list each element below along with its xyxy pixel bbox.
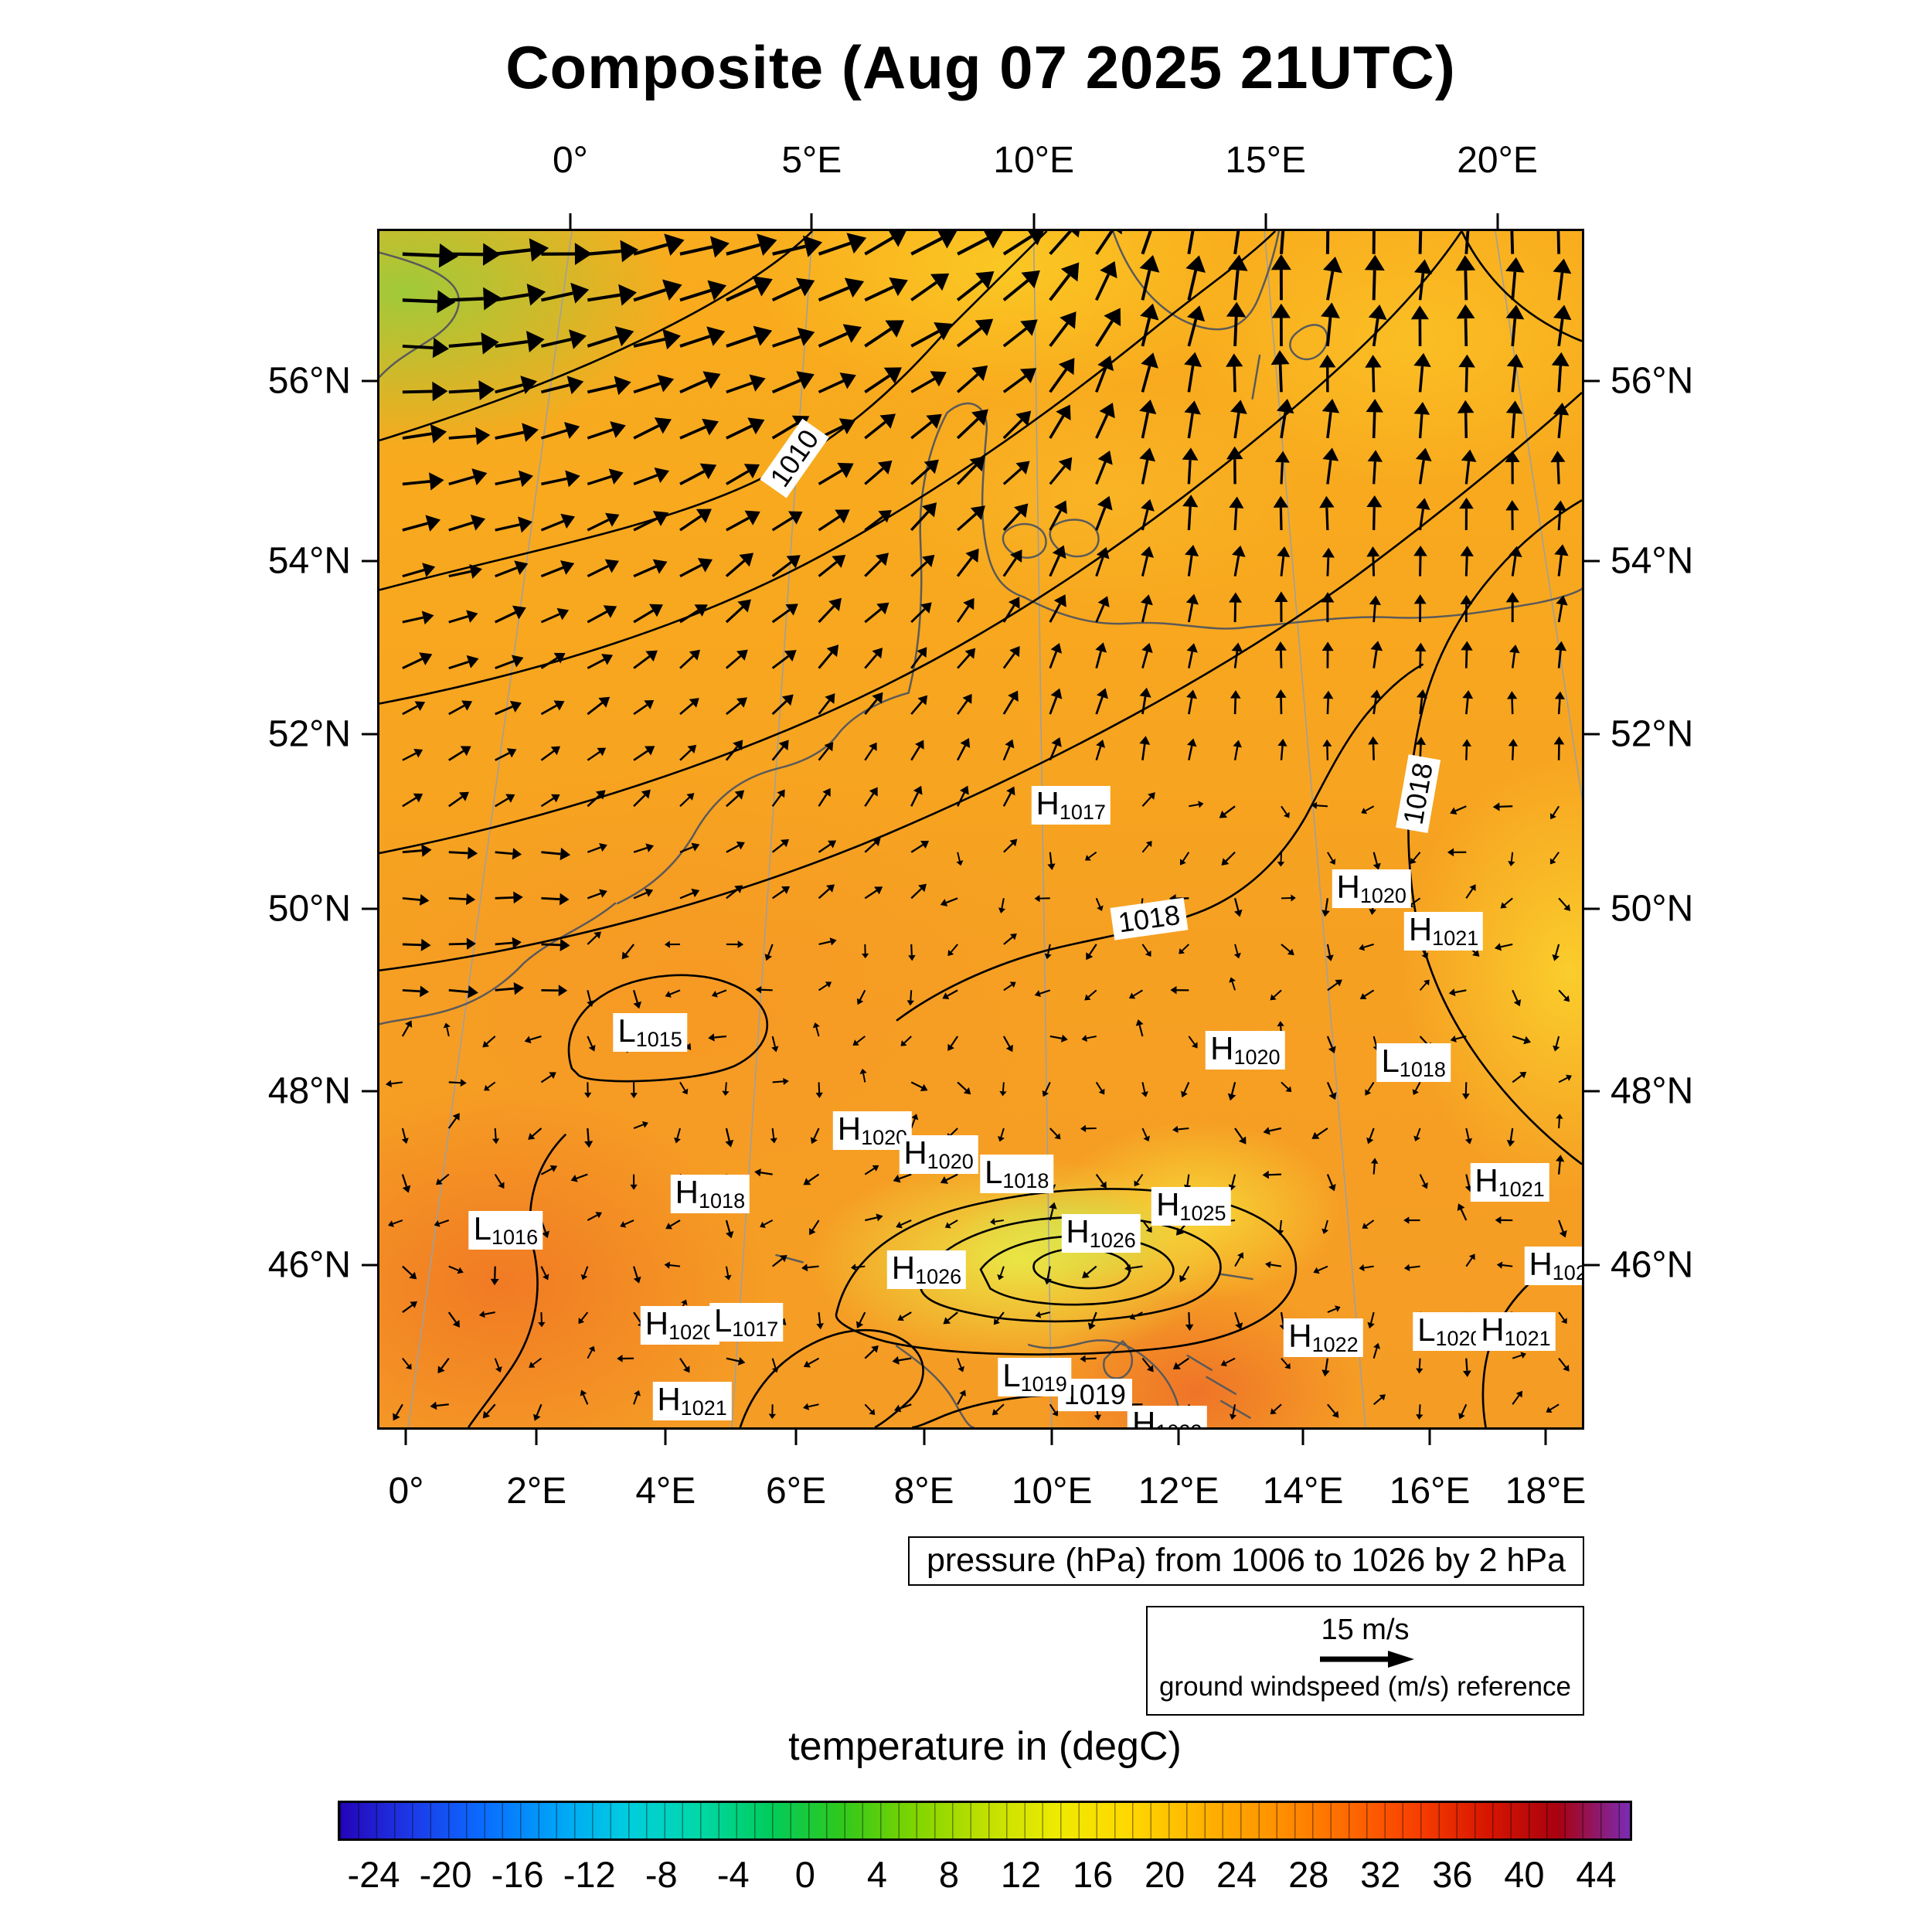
axis-label-lon-top: 5°E [781,140,842,181]
map-wrap: 1010 1018 1018 1019 H1017 H1020 H1021 L1015 H10… [268,140,1694,1512]
axis-tick-right [1584,560,1600,563]
colorbar-tick-labels: -24 -20 -16 -12 -8 -4 0 4 8 12 16 20 24 28 32 36 40 44 [338,1853,1632,1900]
colorbar-tick-label: 4 [866,1854,887,1895]
axis-tick-right [1584,907,1600,910]
page-title: Composite (Aug 07 2025 21UTC) [505,33,1456,101]
colorbar-tick-label: 36 [1432,1854,1473,1895]
axis-tick-top [810,213,813,229]
axis-label-lat-left: 54°N [267,540,351,582]
axis-label-lat-left: 48°N [267,1070,351,1112]
wind-legend-box: 15 m/s ground windspeed (m/s) reference [1146,1606,1584,1716]
axis-tick-right [1584,1090,1600,1093]
axis-tick-right [1584,733,1600,736]
axis-tick-right [1584,379,1600,383]
axis-label-lon-top: 15°E [1225,140,1306,181]
temperature-colorbar [338,1801,1632,1841]
colorbar-tick-label: -20 [419,1854,472,1895]
axis-label-lat-left: 52°N [267,713,351,755]
colorbar-tick-label: -16 [491,1854,544,1895]
colorbar-tick-label: 40 [1504,1854,1545,1895]
axis-tick-bottom [794,1430,798,1445]
axis-tick-left [362,733,377,736]
axis-label-lat-left: 56°N [267,360,351,402]
axis-tick-left [362,1090,377,1093]
axis-tick-top [1496,213,1499,229]
colorbar-tick-label: -4 [716,1854,750,1895]
map-plot-area: 1010 1018 1018 1019 H1017 H1020 H1021 L1015 H10… [377,229,1584,1430]
axis-label-lon-bottom: 14°E [1262,1471,1344,1512]
axis-tick-left [362,560,377,563]
axis-label-lon-bottom: 2°E [506,1471,567,1512]
axis-label-lon-bottom: 16°E [1389,1471,1471,1512]
axis-label-lon-top: 0° [552,140,588,181]
wind-speed-label: 15 m/s [1321,1614,1410,1646]
axis-tick-bottom [1544,1430,1547,1445]
colorbar-tick-label: 32 [1360,1854,1401,1895]
colorbar-tick-label: -12 [563,1854,616,1895]
axis-label-lat-right: 48°N [1611,1070,1694,1112]
axis-label-lon-top: 20°E [1457,140,1538,181]
axis-label-lon-bottom: 8°E [893,1471,954,1512]
axis-label-lat-right: 50°N [1611,888,1694,930]
axis-tick-bottom [535,1430,538,1445]
axis-label-lon-bottom: 18°E [1505,1471,1587,1512]
axis-label-lat-right: 52°N [1611,713,1694,755]
axis-tick-left [362,379,377,383]
colorbar-tick-label: -24 [347,1854,400,1895]
axis-tick-bottom [1050,1430,1053,1445]
colorbar-gradient [340,1803,1630,1838]
axis-label-lon-top: 10°E [993,140,1075,181]
coastline-layer [379,231,1582,1427]
pressure-caption-text: pressure (hPa) from 1006 to 1026 by 2 hP… [926,1542,1566,1579]
axis-tick-bottom [404,1430,407,1445]
colorbar-tick-label: 20 [1144,1854,1185,1895]
map-canvas [379,231,1582,1427]
axis-label-lon-bottom: 10°E [1011,1471,1093,1512]
colorbar-title: temperature in (degC) [788,1724,1182,1769]
axis-label-lat-left: 50°N [267,888,351,930]
axis-tick-top [1032,213,1036,229]
axis-label-lat-right: 46°N [1611,1244,1694,1286]
axis-tick-bottom [664,1430,667,1445]
axis-tick-bottom [923,1430,926,1445]
axis-label-lat-left: 46°N [267,1244,351,1286]
colorbar-tick-label: -8 [645,1854,678,1895]
axis-label-lon-bottom: 6°E [766,1471,826,1512]
colorbar-tick-label: 24 [1216,1854,1257,1895]
axis-label-lon-bottom: 12°E [1138,1471,1219,1512]
axis-tick-bottom [1428,1430,1431,1445]
axis-label-lat-right: 56°N [1611,360,1694,402]
colorbar-tick-label: 12 [1000,1854,1042,1895]
colorbar-tick-label: 28 [1288,1854,1329,1895]
graticule-lines [407,231,1582,1427]
colorbar-segment-lines [340,1803,1630,1838]
wind-vector-layer [385,231,1572,1421]
axis-tick-left [362,907,377,910]
wind-legend-caption: ground windspeed (m/s) reference [1158,1672,1572,1702]
colorbar-tick-label: 16 [1072,1854,1114,1895]
axis-label-lon-bottom: 0° [388,1471,424,1512]
colorbar-tick-label: 8 [938,1854,960,1895]
axis-tick-top [1264,213,1267,229]
colorbar-tick-label: 0 [794,1854,815,1895]
axis-label-lon-bottom: 4°E [635,1471,696,1512]
wind-reference-arrow-icon [1319,1651,1414,1668]
colorbar-tick-label: 44 [1576,1854,1617,1895]
axis-tick-bottom [1177,1430,1180,1445]
axis-tick-bottom [1301,1430,1304,1445]
axis-label-lat-right: 54°N [1611,540,1694,582]
axis-tick-top [569,213,572,229]
axis-tick-left [362,1264,377,1267]
pressure-caption-box: pressure (hPa) from 1006 to 1026 by 2 hP… [907,1536,1584,1586]
axis-tick-right [1584,1264,1600,1267]
